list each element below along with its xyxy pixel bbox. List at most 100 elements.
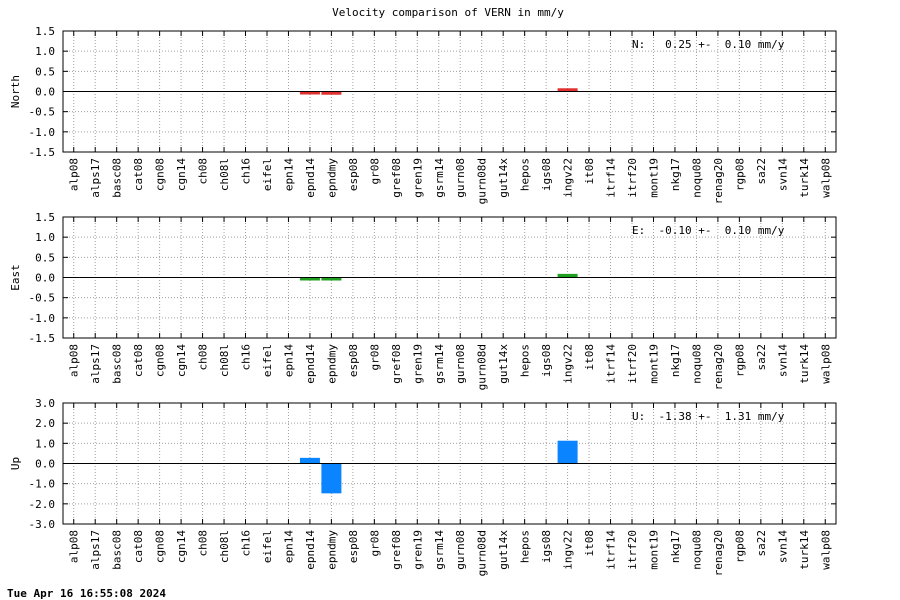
x-tick-label: alp08 — [68, 158, 81, 191]
x-tick-label: alp08 — [68, 530, 81, 563]
plot-frame — [62, 402, 837, 525]
x-tick-label: basc08 — [111, 530, 124, 570]
x-tick-label: ch08 — [197, 530, 210, 557]
x-tick-label: ch16 — [240, 344, 253, 371]
x-tick-label: gut14x — [497, 344, 510, 384]
y-tick-label: 3.0 — [35, 397, 55, 410]
x-tick-label: ch08l — [218, 530, 231, 563]
x-tick-label: gurn08 — [454, 344, 467, 384]
x-tick-label: gurn08d — [476, 344, 489, 390]
x-tick-label: cat08 — [132, 530, 145, 563]
x-tick-label: itrf20 — [626, 344, 639, 384]
x-tick-label: ingv22 — [562, 158, 575, 198]
y-tick-label: -0.5 — [29, 106, 56, 119]
x-tick-label: ch08l — [218, 344, 231, 377]
x-tick-label: alps17 — [89, 530, 102, 570]
x-tick-label: itrf20 — [626, 158, 639, 198]
x-tick-label: gsrm14 — [433, 530, 446, 570]
x-tick-label: cgn14 — [175, 158, 188, 191]
x-tick-label: cgn08 — [154, 530, 167, 563]
x-tick-label: nkg17 — [669, 530, 682, 563]
y-tick-label: -1.5 — [29, 146, 56, 159]
stat-annotation: U: -1.38 +- 1.31 mm/y — [632, 410, 785, 423]
x-tick-label: sa22 — [755, 344, 768, 371]
x-tick-label: esp08 — [347, 158, 360, 191]
bar-epndmy — [321, 463, 342, 494]
x-tick-label: ch16 — [240, 158, 253, 185]
x-tick-label: ch16 — [240, 530, 253, 557]
x-tick-label: hepos — [519, 158, 532, 191]
plot-frame — [62, 30, 837, 153]
bar-epndmy — [321, 91, 342, 95]
y-tick-label: 1.0 — [35, 45, 55, 58]
x-tick-label: ingv22 — [562, 344, 575, 384]
x-tick-label: itrf20 — [626, 530, 639, 570]
x-tick-label: it08 — [583, 344, 596, 371]
bar-epndmy — [321, 277, 342, 281]
x-tick-label: gsrm14 — [433, 344, 446, 384]
panel-up: 3.0 2.0 1.0 0.0 -1.0 -2.0 -3.0 alp08 alps17 basc0… — [9, 397, 837, 576]
y-tick-label: 0.5 — [35, 251, 55, 264]
x-tick-label: it08 — [583, 530, 596, 557]
x-tick-label: epndmy — [325, 344, 338, 384]
x-tick-label: gsrm14 — [433, 158, 446, 198]
x-tick-label: alps17 — [89, 158, 102, 198]
x-tick-label: noqu08 — [690, 530, 703, 570]
x-tick-label: gr08 — [368, 344, 381, 371]
x-tick-label: epnd14 — [304, 530, 317, 570]
y-tick-label: 1.5 — [35, 25, 55, 38]
y-tick-label: 0.0 — [35, 272, 55, 285]
x-tick-label: gren19 — [411, 158, 424, 198]
x-tick-label: ingv22 — [562, 530, 575, 570]
x-tick-label: igs08 — [540, 158, 553, 191]
x-tick-label: igs08 — [540, 530, 553, 563]
x-tick-label: esp08 — [347, 344, 360, 377]
x-tick-label: mont19 — [647, 158, 660, 198]
bar-epnd14 — [299, 457, 320, 464]
y-tick-label: -1.5 — [29, 332, 56, 345]
x-tick-label: mont19 — [647, 344, 660, 384]
x-tick-label: igs08 — [540, 344, 553, 377]
x-tick-label: svn14 — [776, 158, 789, 191]
chart-title: Velocity comparison of VERN in mm/y — [332, 6, 564, 19]
x-tick-label: hepos — [519, 530, 532, 563]
bar-ingv22 — [557, 88, 578, 92]
x-tick-label: epn14 — [282, 530, 295, 563]
y-tick-label: 1.0 — [35, 231, 55, 244]
x-tick-label: cat08 — [132, 344, 145, 377]
x-tick-label: renag20 — [712, 530, 725, 576]
x-tick-label: gurn08 — [454, 530, 467, 570]
x-tick-label: epnd14 — [304, 344, 317, 384]
y-tick-label: 0.5 — [35, 65, 55, 78]
x-tick-label: rgp08 — [733, 344, 746, 377]
x-tick-label: noqu08 — [690, 158, 703, 198]
x-tick-label: itrf14 — [605, 158, 618, 198]
x-tick-label: cgn14 — [175, 530, 188, 563]
x-tick-label: gr08 — [368, 158, 381, 185]
x-tick-label: svn14 — [776, 344, 789, 377]
stat-annotation: N: 0.25 +- 0.10 mm/y — [632, 38, 785, 51]
y-axis-label: East — [9, 264, 22, 291]
x-tick-label: walp08 — [819, 158, 832, 198]
x-tick-label: mont19 — [647, 530, 660, 570]
timestamp: Tue Apr 16 16:55:08 2024 — [7, 587, 166, 600]
bar-ingv22 — [557, 440, 578, 464]
x-tick-label: esp08 — [347, 530, 360, 563]
x-tick-label: ch08 — [197, 344, 210, 371]
y-tick-label: -1.0 — [29, 126, 56, 139]
x-tick-label: gut14x — [497, 530, 510, 570]
x-tick-label: rgp08 — [733, 158, 746, 191]
x-tick-label: epnd14 — [304, 158, 317, 198]
x-tick-label: turk14 — [798, 344, 811, 384]
x-tick-label: epn14 — [282, 158, 295, 191]
y-tick-label: -3.0 — [29, 518, 56, 531]
x-tick-label: ch08l — [218, 158, 231, 191]
x-tick-label: it08 — [583, 158, 596, 185]
plot-frame — [62, 216, 837, 339]
y-tick-label: 0.0 — [35, 86, 55, 99]
panel-east: 1.5 1.0 0.5 0.0 -0.5 -1.0 -1.5 alp08 alps17 basc0… — [9, 211, 837, 390]
x-tick-label: ch08 — [197, 158, 210, 185]
x-tick-label: noqu08 — [690, 344, 703, 384]
x-tick-label: nkg17 — [669, 158, 682, 191]
x-tick-label: gr08 — [368, 530, 381, 557]
